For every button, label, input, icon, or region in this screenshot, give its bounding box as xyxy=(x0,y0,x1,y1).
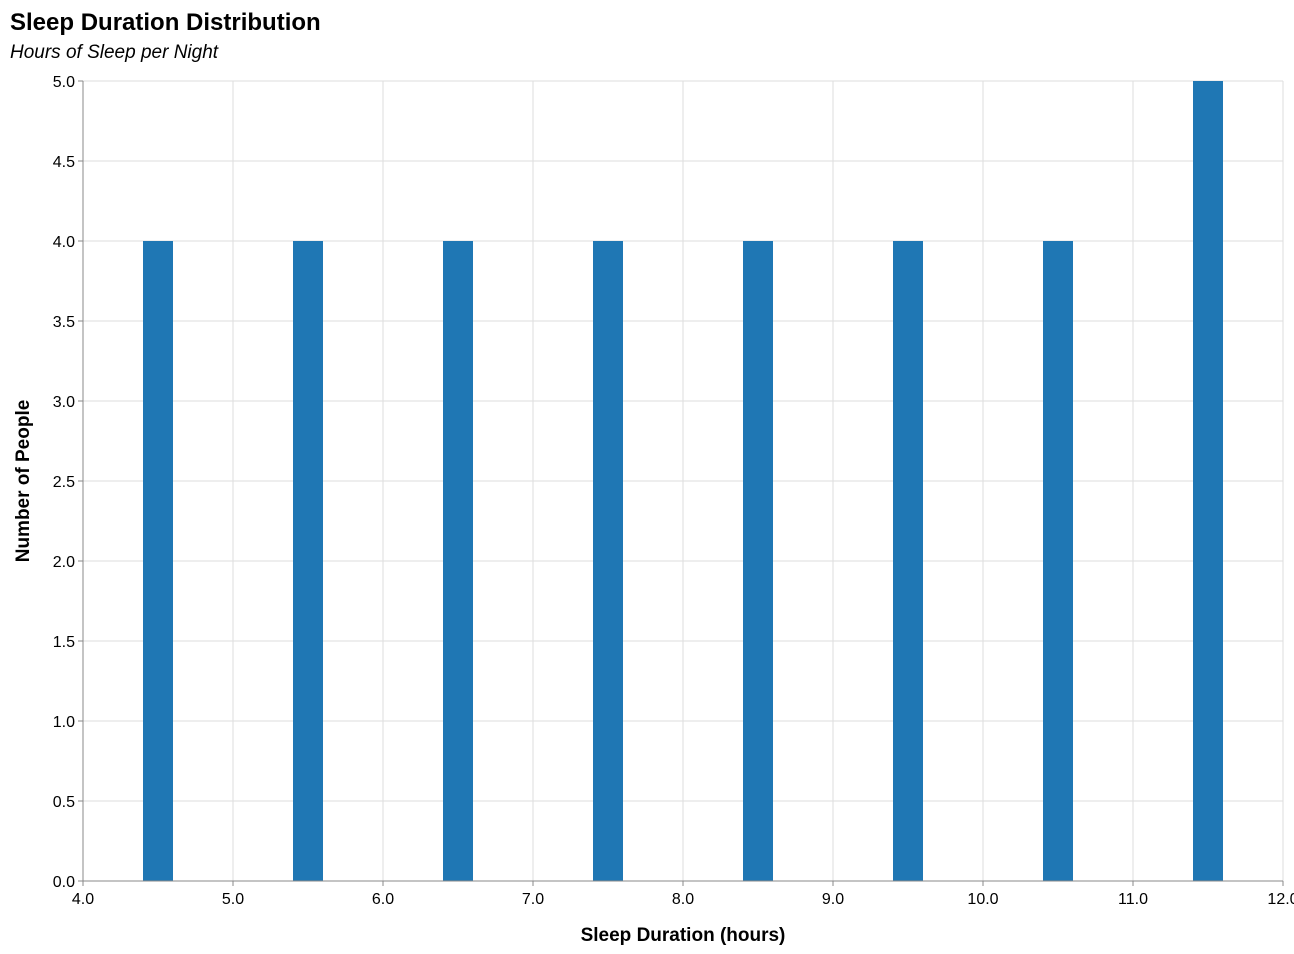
bar xyxy=(593,241,623,881)
y-tick-label: 3.0 xyxy=(53,394,75,411)
x-tick-label: 5.0 xyxy=(222,891,244,908)
x-axis-title: Sleep Duration (hours) xyxy=(581,925,786,946)
y-tick-label: 0.5 xyxy=(53,794,75,811)
y-axis-title: Number of People xyxy=(13,400,34,563)
bar xyxy=(293,241,323,881)
bars xyxy=(143,81,1223,881)
bar xyxy=(1043,241,1073,881)
bar xyxy=(1193,81,1223,881)
x-tick-label: 11.0 xyxy=(1118,891,1148,908)
y-tick-label: 1.5 xyxy=(53,634,75,651)
chart-title: Sleep Duration Distribution xyxy=(10,9,321,36)
y-tick-label: 4.0 xyxy=(53,234,75,251)
bar xyxy=(893,241,923,881)
x-tick-label: 10.0 xyxy=(967,891,998,908)
y-tick-label: 4.5 xyxy=(53,154,75,171)
x-tick-label: 8.0 xyxy=(672,891,694,908)
bar xyxy=(143,241,173,881)
bar xyxy=(443,241,473,881)
chart-subtitle: Hours of Sleep per Night xyxy=(10,42,219,63)
x-tick-label: 7.0 xyxy=(522,891,544,908)
y-tick-label: 0.0 xyxy=(53,874,75,891)
y-tick-label: 5.0 xyxy=(53,74,75,91)
bar xyxy=(743,241,773,881)
grid xyxy=(82,80,1284,882)
y-tick-label: 2.0 xyxy=(53,554,75,571)
y-tick-label: 2.5 xyxy=(53,474,75,491)
y-tick-label: 3.5 xyxy=(53,314,75,331)
x-tick-label: 6.0 xyxy=(372,891,394,908)
x-tick-label: 4.0 xyxy=(72,891,94,908)
y-tick-label: 1.0 xyxy=(53,714,75,731)
x-tick-label: 12.0 xyxy=(1267,891,1294,908)
axes: 0.0 0.5 1.0 1.5 2.0 2.5 3.0 3.5 4.0 4.5 5.0 4.0 5.0 6… xyxy=(53,74,1294,908)
x-tick-label: 9.0 xyxy=(822,891,844,908)
